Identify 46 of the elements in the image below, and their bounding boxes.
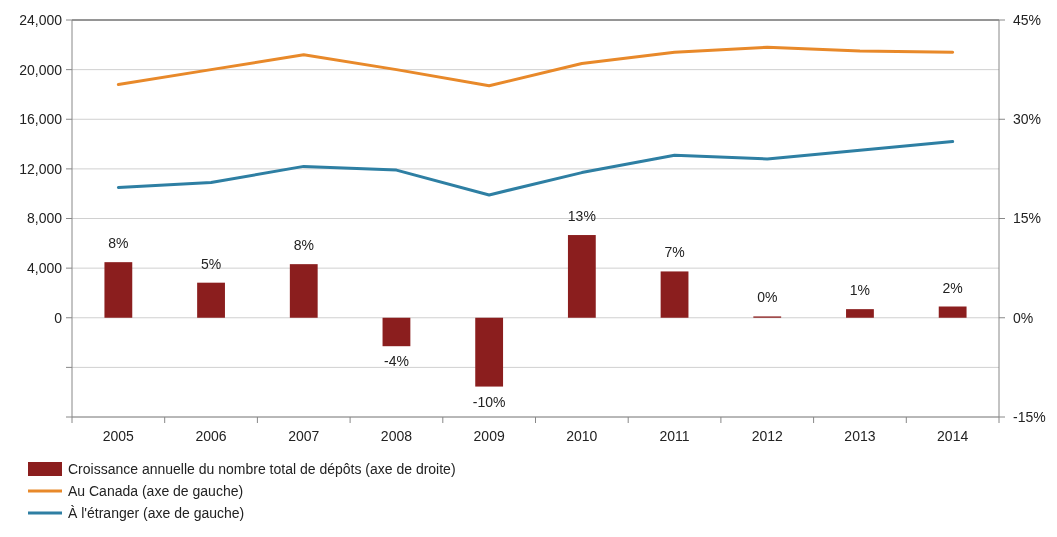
data-label: 8% xyxy=(108,235,129,252)
bar xyxy=(382,317,411,347)
line-series xyxy=(116,45,955,88)
x-tick-label: 2009 xyxy=(473,428,505,444)
bar xyxy=(567,235,596,318)
data-label: -10% xyxy=(472,393,506,410)
legend-label: À l'étranger (axe de gauche) xyxy=(68,504,245,521)
legend-label: Croissance annuelle du nombre total de dépôts (axe de droite) xyxy=(68,460,456,477)
bar xyxy=(846,309,874,318)
y-tick-label: 24,000 xyxy=(19,11,63,28)
y-tick-label: 8,000 xyxy=(26,210,63,227)
y2-tick-label: -15% xyxy=(1013,408,1046,425)
y2-tick-label: 45% xyxy=(1013,11,1042,28)
bar xyxy=(289,264,318,318)
x-tick-label: 2011 xyxy=(659,428,690,444)
data-label: 13% xyxy=(567,208,596,225)
legend-label: Au Canada (axe de gauche) xyxy=(68,482,244,499)
x-tick-label: 2010 xyxy=(566,428,598,444)
bar xyxy=(660,271,689,318)
bar xyxy=(475,317,504,387)
y2-tick-label: 0% xyxy=(1013,309,1034,326)
bar xyxy=(104,262,133,318)
data-label: 7% xyxy=(664,244,685,261)
x-tick-label: 2013 xyxy=(844,428,876,444)
x-tick-label: 2014 xyxy=(937,428,969,444)
y-tick-label: 16,000 xyxy=(19,111,63,128)
x-tick-label: 2005 xyxy=(102,428,135,444)
y-tick-label: 4,000 xyxy=(26,260,63,277)
y2-tick-label: 15% xyxy=(1013,210,1042,227)
line-series xyxy=(116,140,955,197)
data-label: 2% xyxy=(942,279,963,296)
x-tick-label: 2006 xyxy=(195,428,227,444)
data-label: 1% xyxy=(849,282,871,299)
x-tick-label: 2008 xyxy=(380,428,413,444)
y-tick-label: 20,000 xyxy=(19,61,63,78)
data-label: 0% xyxy=(757,289,778,306)
y2-tick-label: 30% xyxy=(1013,111,1042,128)
x-tick-label: 2012 xyxy=(751,428,784,444)
data-label: -4% xyxy=(384,353,409,370)
data-label: 5% xyxy=(200,255,222,272)
x-tick-label: 2007 xyxy=(288,428,320,444)
bar xyxy=(197,282,225,318)
y-tick-label: 12,000 xyxy=(19,160,63,177)
bar xyxy=(938,306,967,318)
data-label: 8% xyxy=(293,237,314,254)
y-tick-label: 0 xyxy=(54,309,63,326)
